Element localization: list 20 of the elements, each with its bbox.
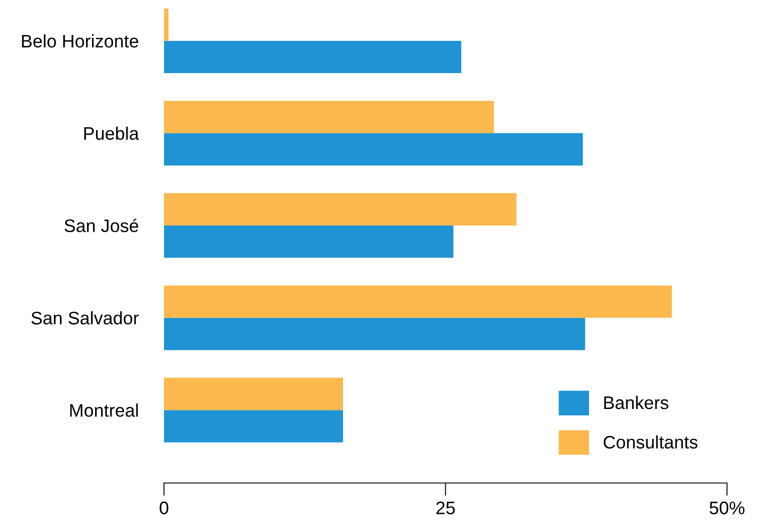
- bar: [164, 378, 344, 410]
- bar: [164, 225, 454, 258]
- bar: [164, 410, 344, 442]
- bar: [164, 8, 169, 41]
- legend-label: Consultants: [604, 435, 698, 449]
- bar: [164, 100, 494, 134]
- bar: [164, 318, 586, 350]
- x-tick-label: 25: [436, 502, 455, 514]
- y-tick-label: Belo Horizonte: [22, 34, 138, 48]
- y-tick-label: Puebla: [84, 126, 139, 140]
- bar: [164, 285, 672, 318]
- bar: [164, 133, 583, 166]
- bar: [164, 40, 462, 74]
- y-tick-label: San Salvador: [31, 311, 139, 324]
- bar: [164, 193, 516, 226]
- y-tick-label: San José: [64, 218, 138, 232]
- legend-label: Bankers: [604, 396, 668, 410]
- x-tick-label: 0: [160, 502, 168, 514]
- y-tick-label: Montreal: [70, 404, 138, 417]
- x-tick-label: 50%: [710, 502, 744, 514]
